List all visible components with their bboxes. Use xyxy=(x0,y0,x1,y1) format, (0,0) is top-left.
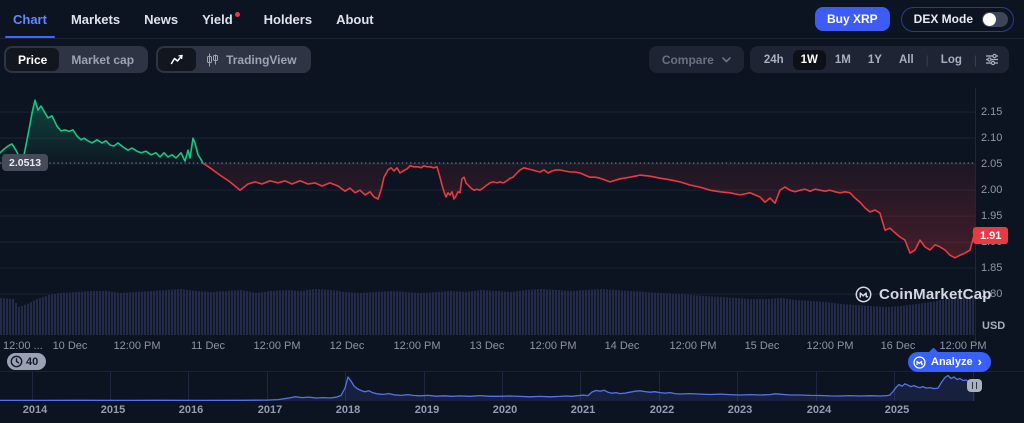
price-chart-canvas[interactable] xyxy=(0,80,1024,350)
chart-type-toggle: TradingView xyxy=(156,46,311,73)
time-tick-label: 12:00 PM xyxy=(529,340,577,352)
range-1w[interactable]: 1W xyxy=(792,49,826,70)
year-tick-label: 2016 xyxy=(178,404,204,416)
chart-settings-button[interactable] xyxy=(981,53,1003,66)
range-1m[interactable]: 1M xyxy=(834,53,851,66)
separator: | xyxy=(925,52,929,67)
tab-label: News xyxy=(144,11,179,27)
clock-icon xyxy=(10,355,23,368)
year-tick-label: 2017 xyxy=(257,404,283,416)
line-chart-icon xyxy=(170,54,183,65)
buy-xrp-button[interactable]: Buy XRP xyxy=(814,7,890,31)
compare-button[interactable]: Compare xyxy=(648,46,744,73)
time-tick-label: 11 Dec xyxy=(190,340,226,352)
time-tick-label: 16 Dec xyxy=(880,340,916,352)
toolbar-right: Compare 24h 1W 1M 1Y All | Log | xyxy=(648,46,1009,73)
tab-yield[interactable]: Yield xyxy=(202,0,240,38)
time-tick-label: 12:00 PM xyxy=(253,340,301,352)
year-tick-label: 2015 xyxy=(100,404,126,416)
dex-mode-control[interactable]: DEX Mode xyxy=(900,6,1014,32)
year-tick-label: 2020 xyxy=(492,404,518,416)
price-tick-label: 1.95 xyxy=(981,209,1003,222)
time-tick-label: 12 Dec xyxy=(329,340,365,352)
metric-toggle: Price Market cap xyxy=(4,46,149,73)
time-tick-label: 12:00 ... xyxy=(3,340,43,352)
range-all[interactable]: All xyxy=(898,53,914,66)
history-count-badge[interactable]: 40 xyxy=(7,353,47,370)
sliders-icon xyxy=(986,53,998,66)
time-tick-label: 12:00 PM xyxy=(393,340,441,352)
current-price-badge: 1.91 xyxy=(973,227,1009,245)
tab-label: Chart xyxy=(13,11,47,27)
coin-tab-bar: Chart Markets News Yield Holders About xyxy=(5,0,374,38)
analyze-label: Analyze xyxy=(931,356,973,368)
year-tick-label: 2018 xyxy=(335,404,361,416)
compare-label: Compare xyxy=(661,52,714,67)
time-tick-label: 10 Dec xyxy=(52,340,88,352)
coin-nav: Chart Markets News Yield Holders About Buy XR… xyxy=(0,0,1024,39)
tradingview-button[interactable]: TradingView xyxy=(196,53,308,67)
price-tick-label: 2.00 xyxy=(981,183,1003,196)
price-tick-label: 1.80 xyxy=(981,287,1003,300)
price-tick-label: 2.15 xyxy=(981,105,1003,118)
history-count: 40 xyxy=(26,355,39,368)
time-tick-label: 12:00 PM xyxy=(113,340,161,352)
tradingview-label: TradingView xyxy=(226,52,297,67)
year-tick-label: 2024 xyxy=(806,404,832,416)
time-tick-label: 14 Dec xyxy=(604,340,640,352)
year-tick-label: 2022 xyxy=(649,404,675,416)
pause-bars-icon xyxy=(971,382,974,389)
year-tick-label: 2025 xyxy=(884,404,910,416)
time-tick-label: 12:00 PM xyxy=(939,340,987,352)
tab-about[interactable]: About xyxy=(336,0,374,38)
tab-chart[interactable]: Chart xyxy=(5,0,55,38)
tab-label: Holders xyxy=(263,11,313,27)
axis-currency-label: USD xyxy=(982,320,1006,332)
open-price-label: 2.0513 xyxy=(2,154,49,171)
log-scale-button[interactable]: Log xyxy=(940,53,962,66)
analyze-button[interactable]: Analyze › xyxy=(908,352,991,372)
chevron-right-icon: › xyxy=(977,353,982,369)
coinmarketcap-watermark: CoinMarketCap xyxy=(855,286,992,303)
year-tick-label: 2014 xyxy=(22,404,48,416)
candles-icon xyxy=(207,53,219,66)
time-tick-label: 15 Dec xyxy=(744,340,780,352)
year-tick-label: 2019 xyxy=(414,404,440,416)
year-tick-label: 2021 xyxy=(570,404,596,416)
dex-mode-toggle[interactable] xyxy=(982,11,1008,27)
time-tick-label: 12:00 PM xyxy=(806,340,854,352)
range-selector: 24h 1W 1M 1Y All | Log | xyxy=(749,46,1009,73)
dex-mode-label: DEX Mode xyxy=(913,12,973,26)
tab-news[interactable]: News xyxy=(144,0,178,38)
toggle-knob-icon xyxy=(983,12,996,26)
price-tick-label: 2.10 xyxy=(981,131,1003,144)
timeline-drag-handle[interactable] xyxy=(967,379,982,392)
timeline-canvas[interactable] xyxy=(0,368,1024,423)
line-chart-type-button[interactable] xyxy=(158,48,197,71)
watermark-text: CoinMarketCap xyxy=(879,286,992,303)
tab-label: About xyxy=(336,11,374,27)
time-tick-label: 12:00 PM xyxy=(669,340,717,352)
metric-option-market-cap[interactable]: Market cap xyxy=(71,52,135,67)
time-tick-label: 13 Dec xyxy=(469,340,505,352)
year-tick-label: 2023 xyxy=(727,404,753,416)
tab-label: Markets xyxy=(70,11,121,27)
chevron-down-icon xyxy=(722,56,731,62)
tab-holders[interactable]: Holders xyxy=(264,0,312,38)
nav-right-controls: Buy XRP DEX Mode xyxy=(814,6,1014,32)
separator: | xyxy=(973,52,977,67)
price-tick-label: 2.05 xyxy=(981,157,1003,170)
price-tick-label: 1.85 xyxy=(981,261,1003,274)
pause-bars-icon xyxy=(975,382,978,389)
notification-dot-icon xyxy=(234,11,240,17)
tab-markets[interactable]: Markets xyxy=(71,0,120,38)
chart-toolbar: Price Market cap TradingView Compare 24h 1… xyxy=(0,46,1024,73)
range-1y[interactable]: 1Y xyxy=(867,53,882,66)
analyze-cmc-icon xyxy=(913,355,926,369)
coinmarketcap-logo-icon xyxy=(855,286,872,303)
metric-option-price[interactable]: Price xyxy=(6,48,60,71)
range-24h[interactable]: 24h xyxy=(763,53,784,66)
tab-label: Yield xyxy=(202,11,233,27)
